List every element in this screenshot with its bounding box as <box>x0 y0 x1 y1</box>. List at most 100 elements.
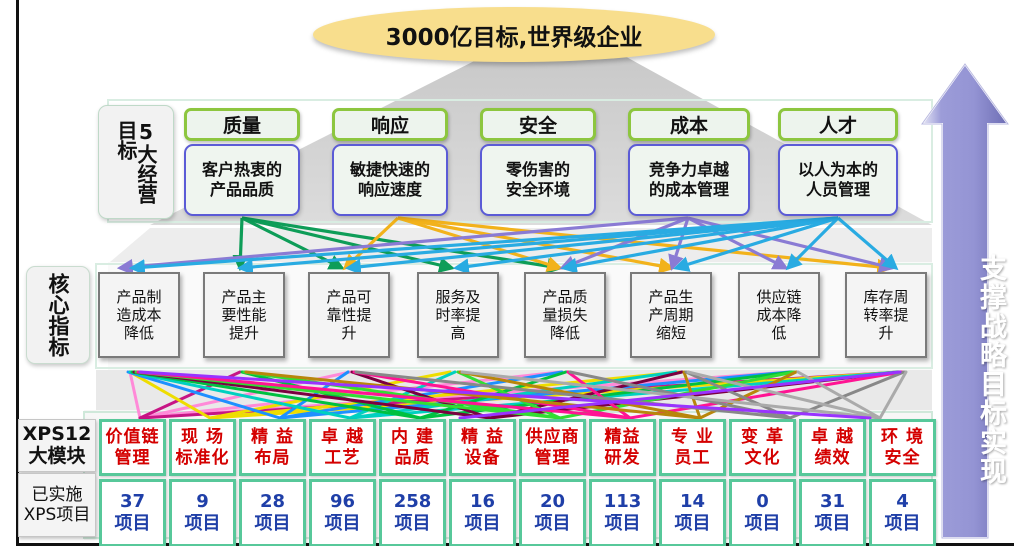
module-5-title-line1: 精 益 <box>461 427 504 448</box>
label-core-metrics: 核心指标 <box>26 266 90 364</box>
metric-3-line3: 高 <box>450 324 466 343</box>
module-title-4: 内 建 品质 <box>379 419 446 476</box>
module-title-10: 卓 越 绩效 <box>799 419 866 476</box>
module-1-title-line2: 标准化 <box>175 447 230 468</box>
metric-box-7[interactable]: 库存周 转率提 升 <box>845 272 927 358</box>
module-2-title-line2: 布局 <box>254 447 291 468</box>
module-10-count-value: 31 <box>819 490 846 512</box>
module-title-7: 精益 研发 <box>589 419 656 476</box>
goal-body-safety: 零伤害的 安全环境 <box>480 144 596 216</box>
metric-2-line3: 升 <box>341 324 357 343</box>
module-column-4[interactable]: 内 建 品质 258 项目 <box>379 419 446 546</box>
module-column-0[interactable]: 价值链 管理 37 项目 <box>99 419 166 546</box>
goal-column-quality[interactable]: 质量 客户热衷的 产品品质 <box>184 108 300 216</box>
module-7-title-line2: 研发 <box>604 447 641 468</box>
label-strategic-goals-line1: 5大经营 <box>134 120 158 204</box>
module-1-title-line1: 现 场 <box>181 427 224 448</box>
module-column-11[interactable]: 环 境 安全 4 项目 <box>869 419 936 546</box>
module-3-title-line1: 卓 越 <box>321 427 364 448</box>
goal-body-quality-line2: 产品品质 <box>209 180 274 199</box>
module-6-title-line1: 供应商 <box>525 427 580 448</box>
module-count-6: 20 项目 <box>519 479 586 546</box>
module-count-9: 0 项目 <box>729 479 796 546</box>
module-title-1: 现 场 标准化 <box>169 419 236 476</box>
module-title-0: 价值链 管理 <box>99 419 166 476</box>
goal-column-response[interactable]: 响应 敏捷快速的 响应速度 <box>332 108 448 216</box>
goal-body-talent: 以人为本的 人员管理 <box>778 144 898 216</box>
goal-body-safety-line1: 零伤害的 <box>505 160 570 179</box>
module-5-count-value: 16 <box>469 490 496 512</box>
module-3-count-unit: 项目 <box>324 513 361 534</box>
top-goal-banner: 3000亿目标,世界级企业 <box>313 7 715 62</box>
metric-box-2[interactable]: 产品可 靠性提 升 <box>308 272 390 358</box>
metric-7-line3: 升 <box>878 324 894 343</box>
module-0-title-line1: 价值链 <box>105 427 160 448</box>
goal-body-safety-line2: 安全环境 <box>505 180 570 199</box>
module-column-6[interactable]: 供应商 管理 20 项目 <box>519 419 586 546</box>
metric-7-line2: 转率提 <box>863 305 909 324</box>
metric-box-4[interactable]: 产品质 量损失 降低 <box>524 272 606 358</box>
label-implemented-line2: XPS项目 <box>23 505 91 525</box>
metric-1-line3: 提升 <box>228 324 259 343</box>
module-title-5: 精 益 设备 <box>449 419 516 476</box>
module-count-0: 37 项目 <box>99 479 166 546</box>
module-0-count-value: 37 <box>119 490 146 512</box>
metric-box-0[interactable]: 产品制 造成本 降低 <box>98 272 180 358</box>
goal-body-cost-line1: 竞争力卓越 <box>648 160 729 179</box>
goal-column-cost[interactable]: 成本 竞争力卓越 的成本管理 <box>628 108 750 216</box>
label-xps-modules-line1: XPS12 <box>22 422 92 445</box>
module-column-8[interactable]: 专 业 员工 14 项目 <box>659 419 726 546</box>
module-9-count-value: 0 <box>756 490 769 512</box>
metric-0-line2: 造成本 <box>116 305 162 324</box>
goal-head-talent: 人才 <box>778 108 898 141</box>
module-count-11: 4 项目 <box>869 479 936 546</box>
label-xps-modules-line2: 大模块 <box>28 444 86 467</box>
module-2-title-line1: 精 益 <box>251 427 294 448</box>
module-5-count-unit: 项目 <box>464 513 501 534</box>
goal-head-cost: 成本 <box>628 108 750 141</box>
module-column-2[interactable]: 精 益 布局 28 项目 <box>239 419 306 546</box>
module-7-title-line1: 精益 <box>604 427 641 448</box>
metric-2-line2: 靠性提 <box>326 305 372 324</box>
module-column-10[interactable]: 卓 越 绩效 31 项目 <box>799 419 866 546</box>
goal-body-cost-line2: 的成本管理 <box>648 180 729 199</box>
metric-4-line2: 量损失 <box>542 305 588 324</box>
module-9-count-unit: 项目 <box>744 513 781 534</box>
module-column-3[interactable]: 卓 越 工艺 96 项目 <box>309 419 376 546</box>
module-11-title-line1: 环 境 <box>881 427 924 448</box>
goal-body-response-line1: 敏捷快速的 <box>349 160 430 179</box>
module-column-5[interactable]: 精 益 设备 16 项目 <box>449 419 516 546</box>
support-strategy-arrow-text: 支撑战略目标实现 <box>975 254 1006 486</box>
metric-3-line1: 服务及 <box>435 287 481 306</box>
module-11-count-unit: 项目 <box>884 513 921 534</box>
module-7-count-value: 113 <box>603 490 642 512</box>
module-6-title-line2: 管理 <box>534 447 571 468</box>
module-title-2: 精 益 布局 <box>239 419 306 476</box>
module-5-title-line2: 设备 <box>464 447 501 468</box>
metric-box-6[interactable]: 供应链 成本降 低 <box>738 272 820 358</box>
metric-3-line2: 时率提 <box>435 305 481 324</box>
metric-6-line1: 供应链 <box>756 287 802 306</box>
module-column-7[interactable]: 精益 研发 113 项目 <box>589 419 656 546</box>
module-1-count-value: 9 <box>196 490 209 512</box>
goal-column-talent[interactable]: 人才 以人为本的 人员管理 <box>778 108 898 216</box>
module-11-count-value: 4 <box>896 490 909 512</box>
module-2-count-unit: 项目 <box>254 513 291 534</box>
metric-4-line1: 产品质 <box>542 287 588 306</box>
module-10-title-line1: 卓 越 <box>811 427 854 448</box>
module-title-8: 专 业 员工 <box>659 419 726 476</box>
metric-box-1[interactable]: 产品主 要性能 提升 <box>203 272 285 358</box>
module-7-count-unit: 项目 <box>604 513 641 534</box>
goal-column-safety[interactable]: 安全 零伤害的 安全环境 <box>480 108 596 216</box>
module-4-count-value: 258 <box>393 490 432 512</box>
module-2-count-value: 28 <box>259 490 286 512</box>
module-column-9[interactable]: 变 革 文化 0 项目 <box>729 419 796 546</box>
module-0-title-line2: 管理 <box>114 447 151 468</box>
module-9-title-line1: 变 革 <box>741 427 784 448</box>
module-column-1[interactable]: 现 场 标准化 9 项目 <box>169 419 236 546</box>
goal-body-quality-line1: 客户热衷的 <box>201 160 282 179</box>
metric-box-5[interactable]: 产品生 产周期 缩短 <box>630 272 712 358</box>
metric-0-line3: 降低 <box>123 324 154 343</box>
metric-box-3[interactable]: 服务及 时率提 高 <box>417 272 499 358</box>
